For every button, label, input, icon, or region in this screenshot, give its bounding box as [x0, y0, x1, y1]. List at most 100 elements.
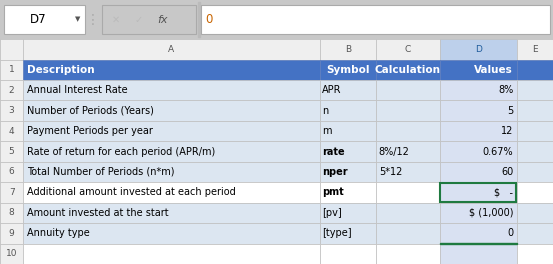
Bar [4, 5, 85, 34]
Bar [320, 223, 376, 244]
Bar [376, 203, 440, 223]
Bar [376, 162, 440, 182]
Text: Annuity type: Annuity type [27, 228, 89, 238]
Bar [23, 121, 320, 141]
Bar [440, 100, 517, 121]
Text: 3: 3 [9, 106, 14, 115]
Bar [0, 80, 23, 100]
Bar [440, 39, 517, 59]
Bar [440, 59, 517, 80]
Bar [23, 80, 320, 100]
Text: D: D [474, 45, 482, 54]
Bar [23, 141, 320, 162]
Bar [376, 121, 440, 141]
Text: ⋮: ⋮ [86, 12, 100, 27]
Text: 0: 0 [206, 13, 213, 26]
Bar [201, 5, 550, 34]
Bar [23, 162, 320, 182]
Bar [0, 203, 23, 223]
Bar [0, 121, 23, 141]
Text: 1: 1 [9, 65, 14, 74]
Text: [type]: [type] [322, 228, 352, 238]
Text: 10: 10 [6, 249, 17, 258]
Bar [23, 59, 320, 80]
Text: ▼: ▼ [75, 17, 80, 22]
Bar [517, 203, 553, 223]
Text: Total Number of Periods (n*m): Total Number of Periods (n*m) [27, 167, 174, 177]
Bar [320, 100, 376, 121]
Bar [517, 162, 553, 182]
Bar [0, 162, 23, 182]
Text: Rate of return for each period (APR/m): Rate of return for each period (APR/m) [27, 147, 215, 157]
Bar [320, 59, 376, 80]
Text: 60: 60 [501, 167, 513, 177]
Text: Values: Values [474, 65, 513, 75]
Text: A: A [168, 45, 175, 54]
Text: D7: D7 [30, 13, 46, 26]
Bar [320, 162, 376, 182]
Bar [517, 59, 553, 80]
Text: pmt: pmt [322, 187, 344, 197]
Text: 12: 12 [501, 126, 513, 136]
Bar [517, 141, 553, 162]
Text: B: B [345, 45, 351, 54]
Bar [23, 223, 320, 244]
Bar [376, 59, 440, 80]
Bar [440, 244, 517, 264]
Bar [102, 5, 196, 34]
Bar [320, 121, 376, 141]
Bar [517, 80, 553, 100]
Bar [23, 244, 320, 264]
Bar [440, 223, 517, 244]
Text: fx: fx [157, 15, 167, 25]
Bar [23, 182, 320, 203]
Bar [517, 244, 553, 264]
Bar [517, 100, 553, 121]
Text: Number of Periods (Years): Number of Periods (Years) [27, 106, 153, 116]
Text: Description: Description [27, 65, 94, 75]
Text: ✕: ✕ [112, 15, 120, 25]
Bar [517, 39, 553, 59]
Bar [376, 223, 440, 244]
Text: m: m [322, 126, 332, 136]
Bar [320, 39, 376, 59]
Bar [440, 203, 517, 223]
Bar [0, 182, 23, 203]
Text: $ (1,000): $ (1,000) [469, 208, 513, 218]
Bar [320, 80, 376, 100]
Text: rate: rate [322, 147, 345, 157]
Text: 0: 0 [507, 228, 513, 238]
Text: Payment Periods per year: Payment Periods per year [27, 126, 153, 136]
Text: 8%/12: 8%/12 [379, 147, 410, 157]
Bar [320, 141, 376, 162]
Text: 5: 5 [507, 106, 513, 116]
Text: 5: 5 [9, 147, 14, 156]
Bar [440, 243, 517, 244]
Bar [23, 203, 320, 223]
Text: 8: 8 [9, 208, 14, 217]
Bar [517, 121, 553, 141]
Text: 4: 4 [9, 127, 14, 136]
Bar [0, 223, 23, 244]
Bar [440, 182, 515, 202]
Text: 6: 6 [9, 167, 14, 176]
Text: [pv]: [pv] [322, 208, 342, 218]
Bar [0, 100, 23, 121]
Text: Amount invested at the start: Amount invested at the start [27, 208, 168, 218]
Bar [440, 162, 517, 182]
Bar [0, 141, 23, 162]
Bar [320, 244, 376, 264]
Bar [320, 182, 376, 203]
Bar [440, 80, 517, 100]
Bar [440, 141, 517, 162]
Bar [376, 244, 440, 264]
Bar [23, 39, 320, 59]
Text: C: C [405, 45, 411, 54]
Text: $   -: $ - [494, 187, 513, 197]
Text: APR: APR [322, 85, 342, 95]
Text: E: E [532, 45, 538, 54]
Text: 2: 2 [9, 86, 14, 95]
Bar [376, 182, 440, 203]
Bar [23, 100, 320, 121]
Text: n: n [322, 106, 328, 116]
